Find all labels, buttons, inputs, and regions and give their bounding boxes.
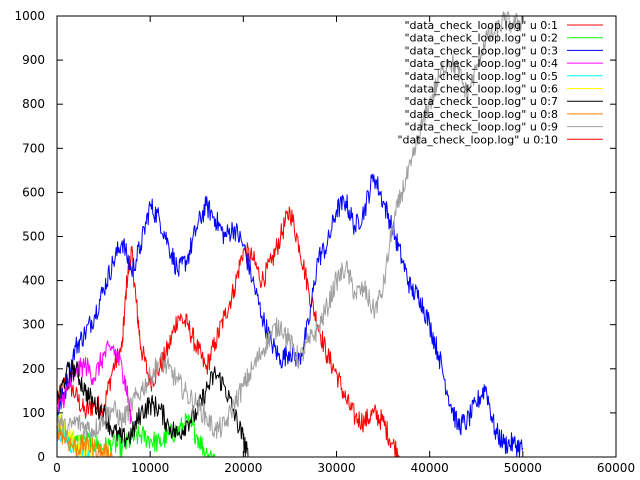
y-tick-label: 300 [22,318,45,332]
y-tick-label: 1000 [14,9,45,23]
series-line-3 [56,173,524,458]
legend-label: "data_check_loop.log" u 0:7 [404,95,558,108]
legend-label: "data_check_loop.log" u 0:4 [404,57,558,70]
y-tick-label: 800 [22,97,45,111]
series-line-7 [56,360,249,458]
x-tick-label: 10000 [131,461,169,475]
legend-label: "data_check_loop.log" u 0:9 [404,121,558,134]
y-tick-label: 600 [22,185,45,199]
axis-ticks: 0 10000 20000 30000 40000 50000 60000 0 100 200 30… [14,9,635,475]
x-tick-label: 20000 [224,461,262,475]
series-line-8 [56,421,113,458]
y-tick-label: 400 [22,274,45,288]
x-tick-label: 60000 [597,461,635,475]
legend-label: "data_check_loop.log" u 0:8 [404,108,558,121]
series-line-4 [56,340,132,425]
legend-label: "data_check_loop.log" u 0:10 [397,133,558,146]
legend-label: "data_check_loop.log" u 0:6 [404,83,558,96]
x-tick-label: 30000 [317,461,355,475]
y-tick-label: 500 [22,230,45,244]
series-line-1 [56,206,402,458]
y-tick-label: 700 [22,141,45,155]
x-tick-label: 50000 [504,461,542,475]
legend-label: "data_check_loop.log" u 0:5 [404,70,558,83]
legend: "data_check_loop.log" u 0:1"data_check_l… [397,19,603,146]
legend-label: "data_check_loop.log" u 0:1 [404,19,558,32]
x-tick-label: 0 [53,461,61,475]
x-tick-label: 40000 [411,461,449,475]
y-tick-label: 200 [22,362,45,376]
legend-label: "data_check_loop.log" u 0:2 [404,32,558,45]
y-tick-label: 0 [37,450,45,464]
plot-lines [56,11,524,458]
y-tick-label: 900 [22,53,45,67]
series-line-9 [56,11,524,442]
legend-label: "data_check_loop.log" u 0:3 [404,44,558,57]
y-tick-label: 100 [22,406,45,420]
